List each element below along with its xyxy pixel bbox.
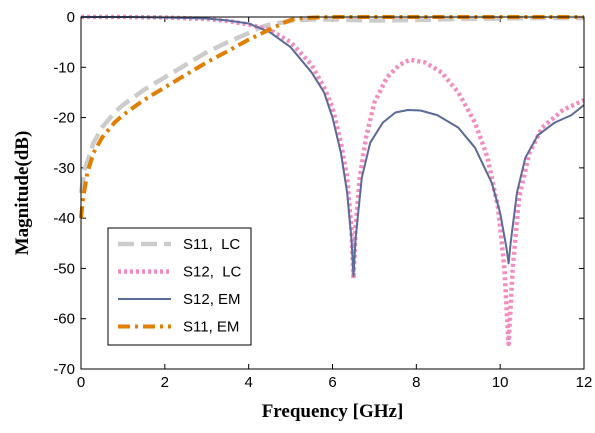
y-tick-label: -70 [53,361,75,378]
x-tick-label: 0 [77,374,85,391]
y-tick-label: -20 [53,110,75,127]
legend-label-3: S11, EM [183,319,239,336]
series-line-0 [78,15,584,194]
y-tick-label: -30 [53,160,75,177]
axis-ticks: 0 2 4 6 8 10 12 0 -10 -20 -30 -40 -50 -60 -70 [53,9,592,391]
legend-label-2: S12, EM [183,291,241,308]
y-tick-label: -50 [53,260,75,277]
x-tick-label: 4 [244,374,252,391]
y-axis-title: Magnitude(dB) [12,131,33,256]
y-tick-label: -40 [53,210,75,227]
x-tick-label: 10 [492,374,509,391]
x-axis-title: Frequency [GHz] [262,401,404,422]
legend-label-1: S12, LC [183,264,242,281]
x-tick-label: 12 [576,374,593,391]
legend: S11, LC S12, LC S12, EM S11, EM [107,227,252,346]
plot-frame [80,16,585,370]
y-tick-label: -60 [53,311,75,328]
x-tick-label: 6 [328,374,336,391]
x-tick-label: 2 [161,374,169,391]
series-line-1 [81,14,585,347]
y-tick-label: 0 [67,9,75,26]
x-tick-label: 8 [412,374,420,391]
legend-box [107,227,252,346]
legend-label-0: S11, LC [183,236,240,253]
y-tick-label: -10 [53,59,75,76]
